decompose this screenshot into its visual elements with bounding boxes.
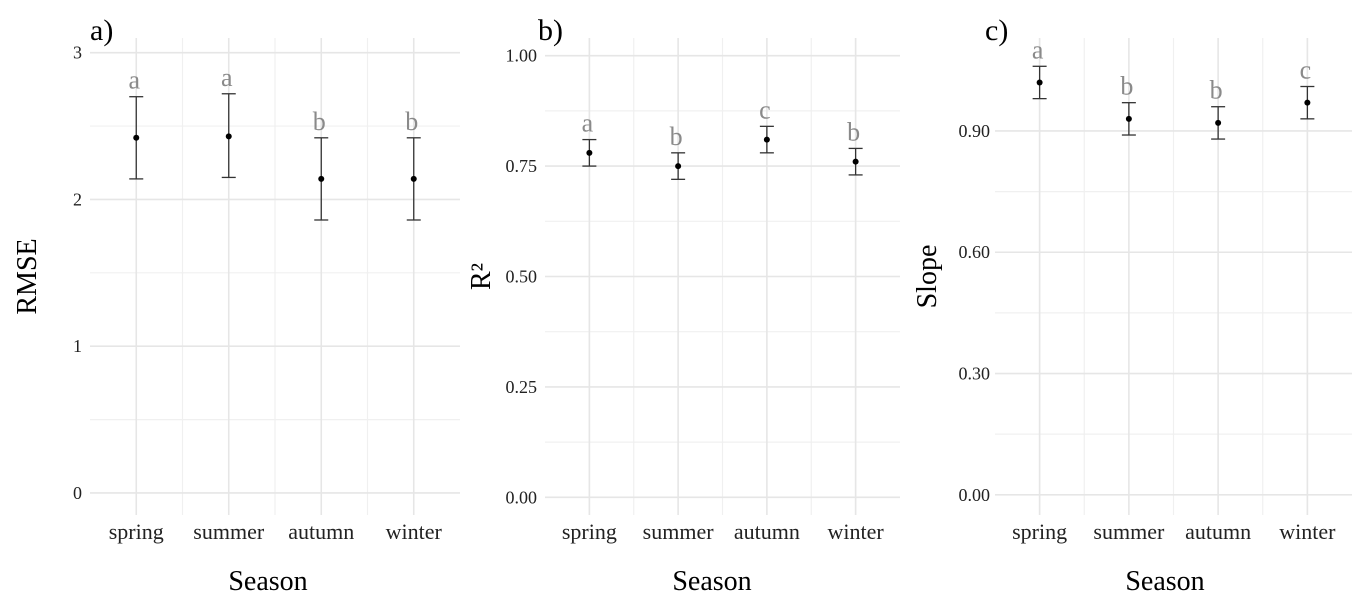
data-point <box>133 134 140 141</box>
x-tick-label: autumn <box>288 519 354 544</box>
y-tick-label: 3 <box>73 43 82 63</box>
y-axis-title: Slope <box>912 245 943 309</box>
data-point <box>225 133 232 140</box>
x-tick-label: winter <box>1279 519 1336 544</box>
y-tick-label: 0.00 <box>959 485 991 505</box>
y-tick-label: 0.90 <box>959 121 991 141</box>
significance-letter: b <box>670 122 683 151</box>
data-point <box>763 136 770 143</box>
panel-label: a) <box>90 14 113 47</box>
panels: 0 1 2 3 spring summer autumn winter a a b b a) RMSE Se… <box>12 14 1352 597</box>
significance-letter: b <box>1120 72 1133 101</box>
data-point <box>410 175 417 182</box>
significance-letter: b <box>1210 76 1223 105</box>
data-point <box>1125 115 1132 122</box>
x-tick-label: spring <box>109 519 164 544</box>
y-tick-label: 0.75 <box>506 156 538 176</box>
y-tick-label: 2 <box>73 189 82 209</box>
x-tick-label: summer <box>193 519 265 544</box>
significance-letter: b <box>313 107 326 136</box>
y-tick-label: 0.25 <box>506 377 538 397</box>
x-axis-title: Season <box>228 566 307 597</box>
significance-letter: a <box>221 63 233 92</box>
chart-panel-2: 0.00 0.25 0.50 0.75 1.00 spring summer autumn wi… <box>466 14 900 597</box>
x-axis-title: Season <box>672 566 751 597</box>
y-tick-label: 0.00 <box>506 487 538 507</box>
x-tick-label: winter <box>386 519 443 544</box>
y-tick-label: 1 <box>73 336 82 356</box>
panel-label: c) <box>985 14 1008 47</box>
y-tick-label: 0 <box>73 483 82 503</box>
significance-letter: b <box>405 107 418 136</box>
y-axis-title: RMSE <box>12 238 43 314</box>
x-tick-label: winter <box>828 519 885 544</box>
x-tick-label: autumn <box>1185 519 1251 544</box>
x-tick-label: spring <box>562 519 617 544</box>
significance-letter: c <box>1300 56 1312 85</box>
y-axis-title: R² <box>466 263 497 290</box>
data-point <box>852 158 859 165</box>
data-point <box>586 149 593 156</box>
y-tick-label: 0.50 <box>506 267 538 287</box>
x-tick-label: summer <box>643 519 715 544</box>
x-tick-label: autumn <box>734 519 800 544</box>
x-axis-title: Season <box>1125 566 1204 597</box>
chart-panel-3: 0.00 0.30 0.60 0.90 spring summer autumn winter… <box>912 14 1352 597</box>
y-tick-label: 0.60 <box>959 242 991 262</box>
significance-letter: a <box>128 66 140 95</box>
significance-letter: c <box>759 95 771 124</box>
data-point <box>1304 99 1311 106</box>
data-point <box>675 163 682 170</box>
data-point <box>318 175 325 182</box>
data-point <box>1215 119 1222 126</box>
chart-panel-1: 0 1 2 3 spring summer autumn winter a a b b a) RMSE Se… <box>12 14 460 597</box>
data-point <box>1036 79 1043 86</box>
y-tick-label: 0.30 <box>959 364 991 384</box>
significance-letter: a <box>582 109 594 138</box>
significance-letter: b <box>847 117 860 146</box>
x-tick-label: summer <box>1093 519 1165 544</box>
x-tick-label: spring <box>1012 519 1067 544</box>
y-tick-label: 1.00 <box>506 46 538 66</box>
significance-letter: a <box>1032 35 1044 64</box>
panel-label: b) <box>538 14 563 47</box>
